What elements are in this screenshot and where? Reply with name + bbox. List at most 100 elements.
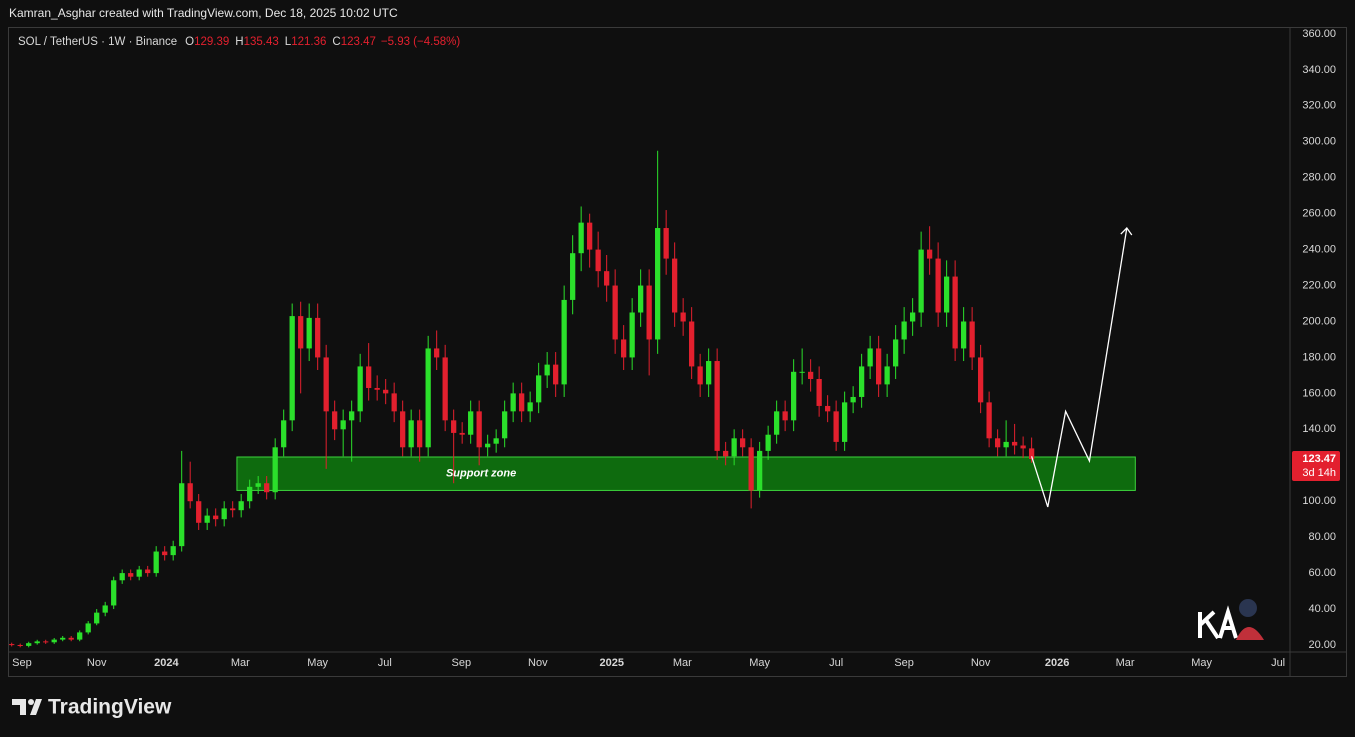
symbol-title: SOL / TetherUS · 1W · Binance (18, 36, 177, 48)
ohlc-value: 123.47 (341, 36, 376, 48)
price-tag-countdown: 3d 14h (1302, 467, 1336, 479)
candle-body (145, 569, 151, 574)
x-tick-label: 2026 (1045, 657, 1069, 669)
candle-body (459, 432, 465, 435)
candle-body (451, 420, 457, 433)
ohlc-key: L (285, 36, 292, 48)
candle-body (1028, 448, 1035, 460)
zone-label: Support zone (446, 468, 516, 480)
change-value: −5.93 (−4.58%) (381, 36, 460, 48)
candle-body (51, 639, 57, 643)
candle-body (1003, 441, 1009, 448)
candle-body (663, 228, 669, 259)
candle-body (170, 546, 176, 556)
candle-body (791, 371, 797, 421)
candle-body (578, 222, 584, 254)
candle-body (765, 434, 771, 451)
candle-body (26, 643, 32, 646)
logo-avatar (1236, 627, 1264, 640)
x-tick-label: Sep (12, 657, 32, 669)
candle-body (281, 420, 287, 448)
candle-body (289, 316, 295, 421)
x-tick-label: May (1191, 657, 1212, 669)
candle-body (323, 357, 329, 412)
price-tag-value: 123.47 (1302, 453, 1336, 465)
candle-body (94, 612, 100, 624)
price-tag (1292, 451, 1340, 482)
candle-body (77, 632, 83, 640)
candle-body (221, 508, 227, 520)
candle-body (111, 580, 117, 606)
logo-glyph (1198, 605, 1238, 640)
candle-body (357, 366, 363, 412)
x-tick-label: Mar (231, 657, 250, 669)
y-tick-label: 340.00 (1302, 64, 1336, 76)
candle-body (187, 483, 193, 502)
ohlc-value: 121.36 (291, 36, 326, 48)
candle-body (102, 605, 108, 613)
candle-body (816, 379, 822, 406)
candle-body (502, 411, 508, 439)
candle-body (706, 361, 712, 385)
candle-body (527, 402, 533, 412)
y-tick-label: 200.00 (1302, 315, 1336, 327)
projection-path (1031, 227, 1128, 508)
candle-body (1011, 441, 1018, 446)
x-tick-label: 2024 (154, 657, 179, 669)
y-tick-label: 300.00 (1302, 136, 1336, 148)
candle-body (723, 450, 729, 457)
candle-body (536, 375, 542, 403)
header: Kamran_Asghar created with TradingView.c… (9, 6, 398, 20)
candle-body (383, 389, 389, 394)
y-tick-label: 20.00 (1308, 639, 1336, 651)
candle-body (969, 321, 975, 358)
x-tick-label: Mar (1116, 657, 1135, 669)
candle-body (434, 348, 440, 358)
candle-body (570, 253, 576, 300)
candle-body (833, 411, 839, 442)
candle-body (366, 366, 372, 388)
candle-body (952, 276, 958, 349)
candle-body (374, 387, 380, 390)
x-tick-label: Nov (87, 657, 107, 669)
candle-body (213, 515, 219, 520)
candle-body (561, 299, 567, 385)
x-tick-label: Jul (378, 657, 392, 669)
candle-body (442, 357, 448, 421)
candle-body (553, 364, 559, 385)
candle-body (85, 623, 91, 633)
candle-body (247, 486, 253, 502)
candle-body (391, 393, 397, 412)
y-tick-label: 100.00 (1302, 495, 1336, 507)
candle-body (153, 551, 159, 574)
candle-body (238, 501, 244, 511)
candle-body (417, 420, 423, 448)
candle-body (298, 316, 304, 349)
candle-body (128, 573, 134, 577)
candle-body (587, 222, 593, 250)
candle-body (884, 366, 890, 385)
candle-body (230, 508, 236, 511)
candle-body (943, 276, 950, 313)
candle-body (119, 573, 125, 581)
candle-body (510, 393, 516, 412)
candle-body (179, 483, 185, 547)
ohlc-key: H (235, 36, 243, 48)
candle-body (1020, 445, 1026, 449)
y-tick-label: 260.00 (1302, 208, 1336, 220)
y-tick-label: 360.00 (1302, 28, 1336, 40)
candle-body (136, 569, 142, 577)
candle-body (714, 361, 720, 451)
tv-logo: TradingView (12, 696, 172, 719)
author-logo (1198, 599, 1264, 640)
candle-body (672, 258, 678, 313)
candle-body (757, 450, 763, 491)
candle-body (901, 321, 907, 340)
candle-body (349, 411, 355, 421)
candle-body (926, 249, 933, 259)
candle-body (748, 447, 754, 491)
x-tick-label: Jul (1271, 657, 1285, 669)
candle-body (272, 447, 278, 493)
candle-body (408, 420, 414, 448)
